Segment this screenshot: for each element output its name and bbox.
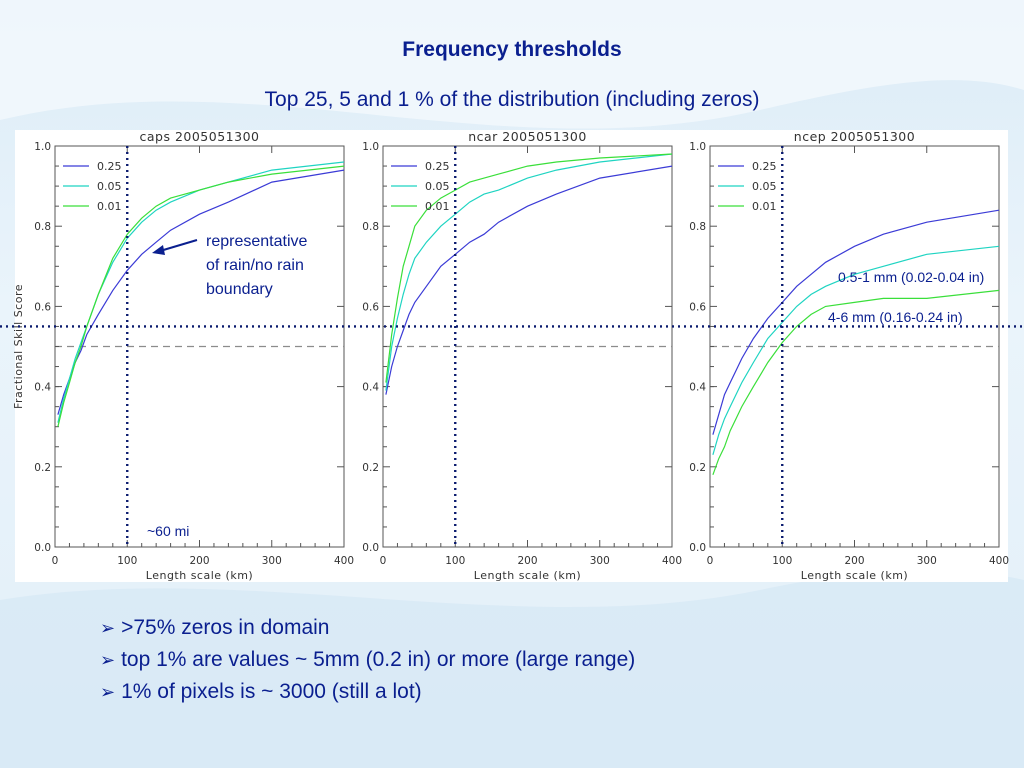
plot-area xyxy=(15,130,1008,582)
bullet-item: ➢ >75% zeros in domain xyxy=(100,612,635,644)
bullet-item: ➢ 1% of pixels is ~ 3000 (still a lot) xyxy=(100,676,635,708)
series-line-0.05 xyxy=(712,245,1000,455)
y-tick-label: 0.6 xyxy=(362,301,379,313)
x-tick-label: 200 xyxy=(189,555,209,567)
series-line-0.01 xyxy=(385,153,673,383)
x-tick-label: 400 xyxy=(334,555,354,567)
chart-title: ncar 2005051300 xyxy=(468,129,587,144)
legend-label: 0.25 xyxy=(97,160,122,173)
x-tick-label: 0 xyxy=(52,555,59,567)
arrow-bullet-icon: ➢ xyxy=(100,682,116,702)
annotation-ncep-lower: 4-6 mm (0.16-0.24 in) xyxy=(828,309,963,325)
annotation-boundary-text: of rain/no rain xyxy=(206,257,304,274)
y-tick-label: 0.4 xyxy=(362,382,379,394)
bullet-item: ➢ top 1% are values ~ 5mm (0.2 in) or mor… xyxy=(100,644,635,676)
y-tick-label: 1.0 xyxy=(34,141,51,153)
y-tick-label: 1.0 xyxy=(689,141,706,153)
series-line-0.25 xyxy=(385,165,673,395)
slide-title: Frequency thresholds xyxy=(402,38,622,61)
y-tick-label: 0.0 xyxy=(34,542,51,554)
legend-label: 0.01 xyxy=(425,200,450,213)
y-tick-label: 0.0 xyxy=(362,542,379,554)
x-tick-label: 300 xyxy=(590,555,610,567)
y-axis-label: Fractional Skill Score xyxy=(12,284,25,409)
y-tick-label: 0.8 xyxy=(689,221,706,233)
y-tick-label: 0.0 xyxy=(689,542,706,554)
annotation-boundary-text: boundary xyxy=(206,281,273,298)
y-tick-label: 1.0 xyxy=(362,141,379,153)
x-tick-label: 300 xyxy=(917,555,937,567)
chart-title: caps 2005051300 xyxy=(140,129,260,144)
series-line-0.01 xyxy=(712,289,1000,476)
bullet-text: 1% of pixels is ~ 3000 (still a lot) xyxy=(121,680,422,703)
x-tick-label: 100 xyxy=(772,555,792,567)
x-tick-label: 100 xyxy=(117,555,137,567)
bullet-text: top 1% are values ~ 5mm (0.2 in) or more… xyxy=(121,648,636,671)
x-tick-label: 100 xyxy=(445,555,465,567)
series-line-0.05 xyxy=(385,153,673,391)
annotation-arrow xyxy=(159,239,198,252)
bullet-list: ➢ >75% zeros in domain ➢ top 1% are values… xyxy=(100,612,635,708)
y-tick-label: 0.4 xyxy=(34,382,51,394)
x-axis-label: Length scale (km) xyxy=(801,569,908,582)
legend-label: 0.25 xyxy=(752,160,777,173)
y-tick-label: 0.6 xyxy=(689,301,706,313)
legend-label: 0.05 xyxy=(97,180,122,193)
x-tick-label: 400 xyxy=(989,555,1009,567)
legend-label: 0.25 xyxy=(425,160,450,173)
arrow-bullet-icon: ➢ xyxy=(100,618,116,638)
y-tick-label: 0.6 xyxy=(34,301,51,313)
y-tick-label: 0.8 xyxy=(362,221,379,233)
x-tick-label: 300 xyxy=(262,555,282,567)
x-tick-label: 0 xyxy=(380,555,387,567)
annotation-scale-note: ~60 mi xyxy=(147,523,189,539)
legend-label: 0.05 xyxy=(425,180,450,193)
x-tick-label: 200 xyxy=(517,555,537,567)
y-tick-label: 0.2 xyxy=(362,462,379,474)
annotation-ncep-upper: 0.5-1 mm (0.02-0.04 in) xyxy=(838,269,984,285)
x-axis-label: Length scale (km) xyxy=(474,569,581,582)
x-tick-label: 200 xyxy=(844,555,864,567)
slide-subtitle: Top 25, 5 and 1 % of the distribution (i… xyxy=(264,88,760,111)
chart-title: ncep 2005051300 xyxy=(794,129,915,144)
legend-label: 0.01 xyxy=(752,200,777,213)
x-axis-label: Length scale (km) xyxy=(146,569,253,582)
x-tick-label: 0 xyxy=(707,555,714,567)
y-tick-label: 0.2 xyxy=(689,462,706,474)
y-tick-label: 0.4 xyxy=(689,382,706,394)
y-tick-label: 0.2 xyxy=(34,462,51,474)
annotation-arrowhead xyxy=(152,245,165,255)
series-line-0.01 xyxy=(57,165,345,427)
legend-label: 0.01 xyxy=(97,200,122,213)
annotation-boundary-text: representative xyxy=(206,233,307,250)
x-tick-label: 400 xyxy=(662,555,682,567)
legend-label: 0.05 xyxy=(752,180,777,193)
bullet-text: >75% zeros in domain xyxy=(121,616,330,639)
arrow-bullet-icon: ➢ xyxy=(100,650,116,670)
series-line-0.25 xyxy=(712,209,1000,435)
y-tick-label: 0.8 xyxy=(34,221,51,233)
